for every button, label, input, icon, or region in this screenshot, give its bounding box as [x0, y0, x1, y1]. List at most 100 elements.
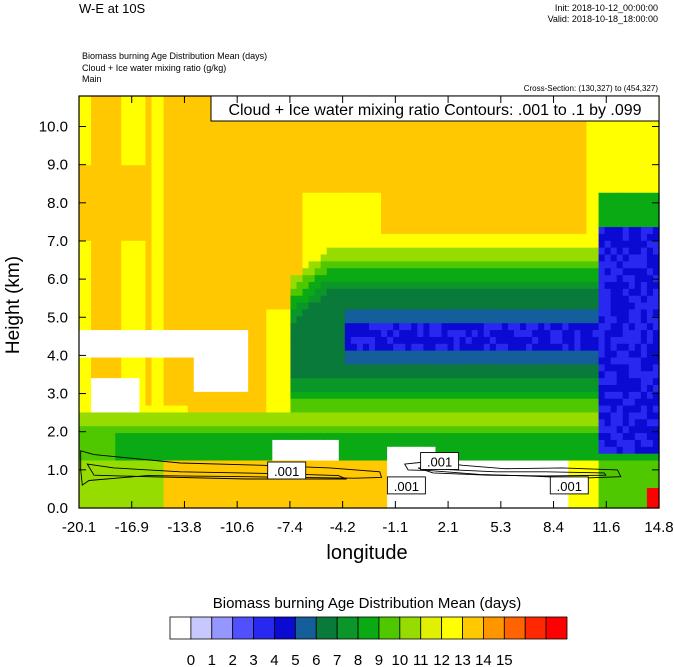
field-cell	[483, 336, 491, 344]
field-cell	[260, 205, 267, 214]
field-cell	[290, 137, 298, 145]
field-cell	[157, 350, 165, 358]
field-cell	[514, 199, 521, 207]
field-cell	[91, 192, 98, 200]
field-cell	[338, 260, 346, 269]
field-cell	[507, 459, 515, 468]
field-cell	[211, 233, 219, 241]
field-cell	[278, 308, 286, 317]
field-cell	[423, 432, 431, 440]
field-cell	[296, 157, 304, 166]
field-cell	[85, 315, 92, 324]
field-cell	[302, 219, 310, 228]
field-cell	[344, 405, 352, 413]
field-cell	[109, 343, 116, 351]
field-cell	[326, 253, 334, 262]
field-cell	[399, 336, 406, 344]
field-cell	[254, 432, 261, 440]
field-cell	[514, 391, 521, 399]
field-cell	[91, 267, 98, 276]
field-cell	[272, 329, 279, 337]
field-cell	[205, 267, 213, 276]
field-cell	[193, 157, 201, 166]
field-cell	[181, 144, 189, 152]
field-cell	[417, 350, 424, 358]
field-cell	[320, 164, 328, 173]
field-cell	[248, 377, 255, 385]
field-cell	[145, 185, 153, 193]
field-cell	[205, 370, 213, 379]
field-cell	[369, 260, 376, 269]
field-cell	[387, 302, 394, 310]
field-cell	[489, 302, 497, 310]
field-cell	[532, 130, 539, 138]
field-cell	[562, 157, 569, 166]
field-cell	[193, 205, 201, 214]
field-cell	[381, 329, 388, 337]
field-cell	[489, 150, 497, 159]
field-cell	[199, 199, 207, 207]
field-cell	[85, 164, 92, 173]
field-cell	[320, 171, 328, 179]
field-cell	[314, 501, 322, 509]
field-cell	[91, 384, 98, 392]
field-cell	[139, 459, 147, 468]
field-cell	[272, 288, 279, 296]
field-cell	[97, 350, 104, 358]
field-cell	[399, 466, 406, 475]
field-cell	[284, 356, 292, 365]
field-cell	[242, 453, 249, 461]
field-cell	[532, 418, 539, 427]
field-cell	[314, 267, 322, 276]
field-cell	[417, 302, 424, 310]
field-cell	[254, 295, 261, 303]
field-cell	[121, 398, 128, 406]
field-cell	[296, 281, 304, 289]
field-cell	[435, 123, 443, 131]
field-cell	[193, 370, 201, 379]
field-cell	[381, 288, 388, 296]
field-cell	[284, 157, 292, 166]
field-cell	[181, 480, 189, 488]
field-cell	[254, 370, 261, 379]
field-cell	[115, 439, 122, 447]
field-cell	[290, 322, 298, 331]
field-cell	[254, 350, 261, 358]
field-cell	[133, 446, 141, 454]
field-cell	[320, 453, 328, 461]
field-cell	[375, 405, 382, 413]
field-cell	[471, 260, 479, 269]
field-cell	[375, 453, 382, 461]
field-cell	[483, 384, 491, 392]
field-cell	[296, 295, 304, 303]
field-cell	[362, 432, 370, 440]
field-cell	[369, 480, 376, 488]
field-cell	[290, 171, 298, 179]
field-cell	[151, 144, 159, 152]
field-cell	[109, 501, 116, 509]
field-cell	[193, 466, 201, 475]
field-cell	[350, 247, 358, 255]
field-cell	[556, 350, 563, 358]
field-cell	[308, 157, 316, 166]
field-cell	[441, 432, 449, 440]
field-cell	[109, 329, 116, 337]
field-cell	[169, 487, 177, 495]
field-cell	[320, 130, 328, 138]
field-cell	[471, 130, 479, 138]
field-cell	[471, 425, 479, 434]
field-cell	[344, 199, 352, 207]
field-cell	[145, 96, 153, 104]
field-cell	[290, 356, 298, 365]
field-cell	[369, 130, 376, 138]
field-cell	[199, 487, 207, 495]
field-cell	[290, 295, 298, 303]
field-cell	[356, 480, 364, 488]
field-cell	[399, 178, 406, 186]
field-cell	[369, 501, 376, 509]
field-cell	[211, 501, 219, 509]
field-cell	[187, 157, 195, 166]
field-cell	[538, 281, 545, 289]
field-cell	[314, 192, 322, 200]
field-cell	[507, 144, 515, 152]
